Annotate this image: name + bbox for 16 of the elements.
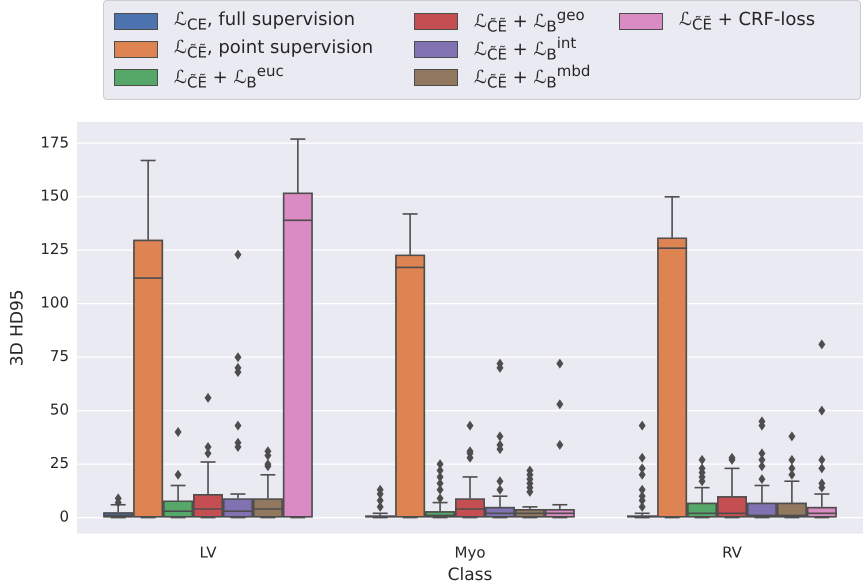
y-tick-label: 25 xyxy=(50,454,70,472)
y-tick-label: 0 xyxy=(59,507,70,526)
y-tick-label: 150 xyxy=(40,186,70,205)
x-tick-label: RV xyxy=(722,543,743,562)
legend-label: ℒ$_{C̃Ẽ}$, point supervision xyxy=(174,36,374,62)
x-tick-label: Myo xyxy=(454,543,486,562)
y-axis-title: 3D HD95 xyxy=(8,289,28,366)
y-tick-label: 75 xyxy=(50,347,70,366)
y-tick-label: 175 xyxy=(40,133,70,152)
legend-label: ℒ$_{C̃Ẽ}$ + CRF-loss xyxy=(679,8,816,34)
x-axis-title: Class xyxy=(448,565,493,586)
y-tick-label: 125 xyxy=(40,240,70,258)
y-tick-label: 100 xyxy=(40,294,70,312)
x-tick-label: LV xyxy=(200,543,218,562)
y-tick-label: 50 xyxy=(50,400,70,419)
legend-label: ℒ$_{CE}$, full supervision xyxy=(174,8,355,34)
